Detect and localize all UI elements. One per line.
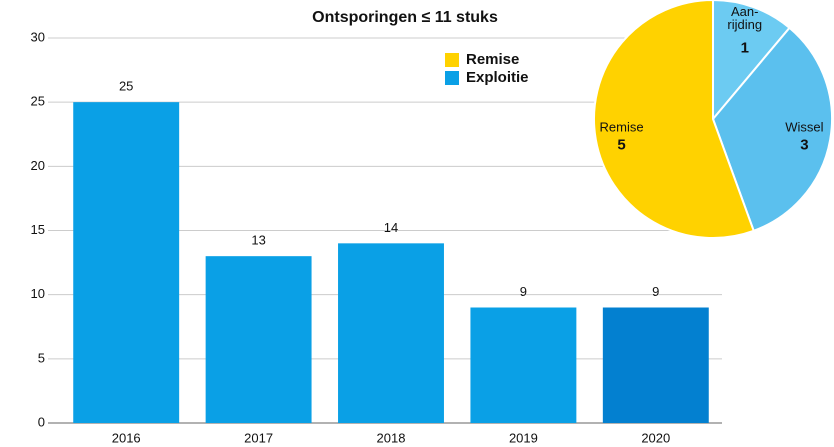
value-label: 25 <box>119 79 133 94</box>
legend-swatch <box>445 53 459 67</box>
bar <box>338 243 444 423</box>
bar <box>205 256 312 423</box>
slice-value: 1 <box>740 39 749 57</box>
y-tick-label: 25 <box>31 94 45 109</box>
bar <box>73 102 180 424</box>
y-tick-label: 30 <box>31 29 45 44</box>
legend-label: Exploitie <box>466 69 529 86</box>
slice-value: 3 <box>800 136 809 154</box>
bar <box>602 307 709 423</box>
value-label: 13 <box>251 233 265 248</box>
y-tick-label: 15 <box>31 222 45 237</box>
x-tick-label: 2017 <box>244 430 273 445</box>
bar <box>470 307 577 423</box>
y-tick-label: 20 <box>31 158 45 173</box>
slice-label: Aan- rijding <box>727 3 763 32</box>
chart-title: Ontsporingen ≤ 11 stuks <box>312 9 498 26</box>
value-label: 9 <box>520 284 527 299</box>
legend-swatch <box>445 71 459 85</box>
y-tick-label: 5 <box>38 350 45 365</box>
x-tick-label: 2018 <box>377 430 406 445</box>
pie-slice <box>711 26 833 233</box>
pie-slice <box>593 0 755 239</box>
x-tick-label: 2019 <box>509 430 538 445</box>
slice-value: 5 <box>617 136 626 154</box>
pie-slice <box>712 0 791 122</box>
y-tick-label: 10 <box>31 286 45 301</box>
legend-label: Remise <box>466 51 519 68</box>
x-tick-label: 2016 <box>112 430 141 445</box>
value-label: 9 <box>652 284 659 299</box>
x-tick-label: 2020 <box>641 430 670 445</box>
slice-label: Wissel <box>785 119 824 135</box>
slice-label: Remise <box>599 119 644 135</box>
y-tick-label: 0 <box>38 414 45 429</box>
value-label: 14 <box>384 220 398 235</box>
